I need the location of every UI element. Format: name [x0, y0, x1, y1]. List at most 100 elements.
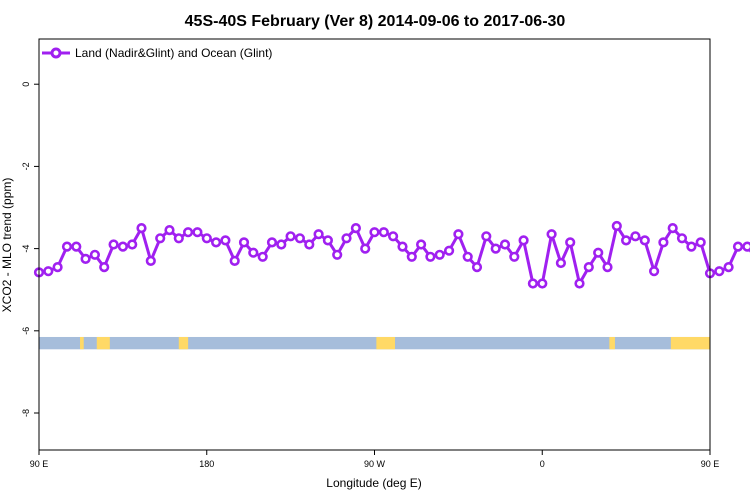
x-tick-label-3: 0: [540, 459, 545, 469]
data-point-52: [518, 235, 529, 246]
data-point-75: [732, 241, 744, 252]
data-point-24: [257, 251, 268, 262]
data-point-6: [89, 249, 100, 260]
data-point-11: [136, 223, 147, 234]
y-tick-label-0: 0: [21, 82, 31, 87]
y-tick-label-2: -4: [21, 245, 31, 253]
data-point-53: [527, 278, 539, 289]
data-point-18: [201, 233, 212, 244]
y-axis: 0 -2 -4 -6 -8: [21, 82, 39, 417]
data-point-15: [173, 233, 184, 244]
data-point-21: [229, 255, 240, 267]
data-point-33: [341, 233, 352, 244]
data-point-51: [509, 251, 520, 262]
data-point-1: [43, 266, 54, 277]
land-segment-3: [376, 336, 396, 350]
data-point-45: [453, 229, 464, 240]
data-point-9: [117, 241, 128, 252]
data-point-16: [183, 227, 194, 238]
data-point-8: [108, 239, 119, 250]
data-point-14: [164, 225, 175, 236]
data-point-64: [630, 231, 641, 242]
data-point-17: [192, 227, 203, 238]
data-point-32: [332, 249, 343, 260]
data-point-34: [350, 223, 362, 234]
data-point-23: [248, 247, 259, 258]
data-point-3: [61, 241, 73, 252]
data-point-60: [593, 247, 604, 258]
data-point-70: [686, 241, 697, 252]
data-point-58: [574, 278, 585, 289]
data-point-31: [322, 235, 334, 246]
x-tick-label-0: 90 E: [30, 459, 49, 469]
x-tick-label-2: 90 W: [364, 459, 386, 469]
data-point-68: [667, 223, 678, 234]
x-tick-label-1: 180: [199, 459, 214, 469]
data-point-65: [639, 235, 650, 246]
data-point-4: [71, 241, 82, 252]
data-point-50: [499, 239, 511, 250]
legend: Land (Nadir&Glint) and Ocean (Glint): [42, 46, 272, 60]
data-point-47: [471, 262, 483, 273]
legend-marker: [50, 47, 62, 59]
data-point-55: [546, 229, 557, 240]
land-ocean-band: [39, 336, 710, 350]
data-point-69: [676, 233, 688, 244]
data-point-41: [416, 239, 427, 250]
data-point-63: [620, 235, 632, 246]
data-point-59: [583, 262, 594, 273]
ocean-band: [39, 336, 710, 350]
data-point-2: [52, 262, 63, 273]
data-point-37: [378, 227, 389, 238]
data-point-7: [99, 262, 110, 273]
data-point-61: [602, 262, 613, 273]
y-axis-label: XCO2 - MLO trend (ppm): [0, 178, 14, 313]
legend-entry-label: Land (Nadir&Glint) and Ocean (Glint): [75, 46, 272, 60]
data-point-42: [425, 251, 436, 262]
data-point-39: [397, 241, 408, 252]
data-point-27: [285, 231, 296, 242]
land-segment-1: [96, 336, 110, 350]
data-point-12: [145, 255, 156, 267]
data-point-13: [155, 233, 166, 244]
land-segment-0: [80, 336, 84, 350]
land-segment-5: [670, 336, 710, 350]
data-point-56: [555, 257, 567, 269]
x-axis-label: Longitude (deg E): [326, 476, 421, 490]
data-point-19: [211, 237, 222, 248]
data-point-76: [742, 241, 750, 252]
y-tick-label-1: -2: [21, 162, 31, 170]
data-point-46: [462, 251, 473, 262]
data-point-38: [388, 231, 399, 242]
data-point-66: [648, 266, 660, 277]
data-point-48: [481, 231, 492, 242]
data-point-35: [360, 243, 371, 254]
data-point-10: [127, 239, 138, 250]
data-point-28: [294, 233, 306, 244]
data-point-5: [80, 253, 91, 264]
x-axis: 90 E 180 90 W 0 90 E: [30, 450, 719, 469]
data-point-22: [238, 237, 250, 248]
data-point-25: [266, 237, 278, 248]
data-point-62: [611, 220, 622, 232]
y-tick-label-3: -6: [21, 327, 31, 335]
data-point-73: [714, 266, 725, 277]
chart-title: 45S-40S February (Ver 8) 2014-09-06 to 2…: [185, 13, 566, 30]
land-segment-2: [178, 336, 189, 350]
data-point-57: [565, 237, 576, 248]
data-point-43: [434, 249, 445, 260]
data-point-49: [490, 243, 501, 254]
data-point-29: [304, 239, 315, 250]
data-point-26: [276, 239, 287, 250]
data-point-74: [723, 262, 734, 273]
data-point-30: [313, 229, 324, 240]
data-point-44: [444, 245, 455, 256]
data-point-36: [369, 227, 380, 238]
data-point-40: [406, 251, 417, 262]
data-point-71: [695, 237, 706, 248]
series-layer: [33, 220, 750, 289]
land-segment-4: [609, 336, 615, 350]
data-point-20: [220, 235, 231, 246]
plot-frame: [38, 38, 711, 451]
